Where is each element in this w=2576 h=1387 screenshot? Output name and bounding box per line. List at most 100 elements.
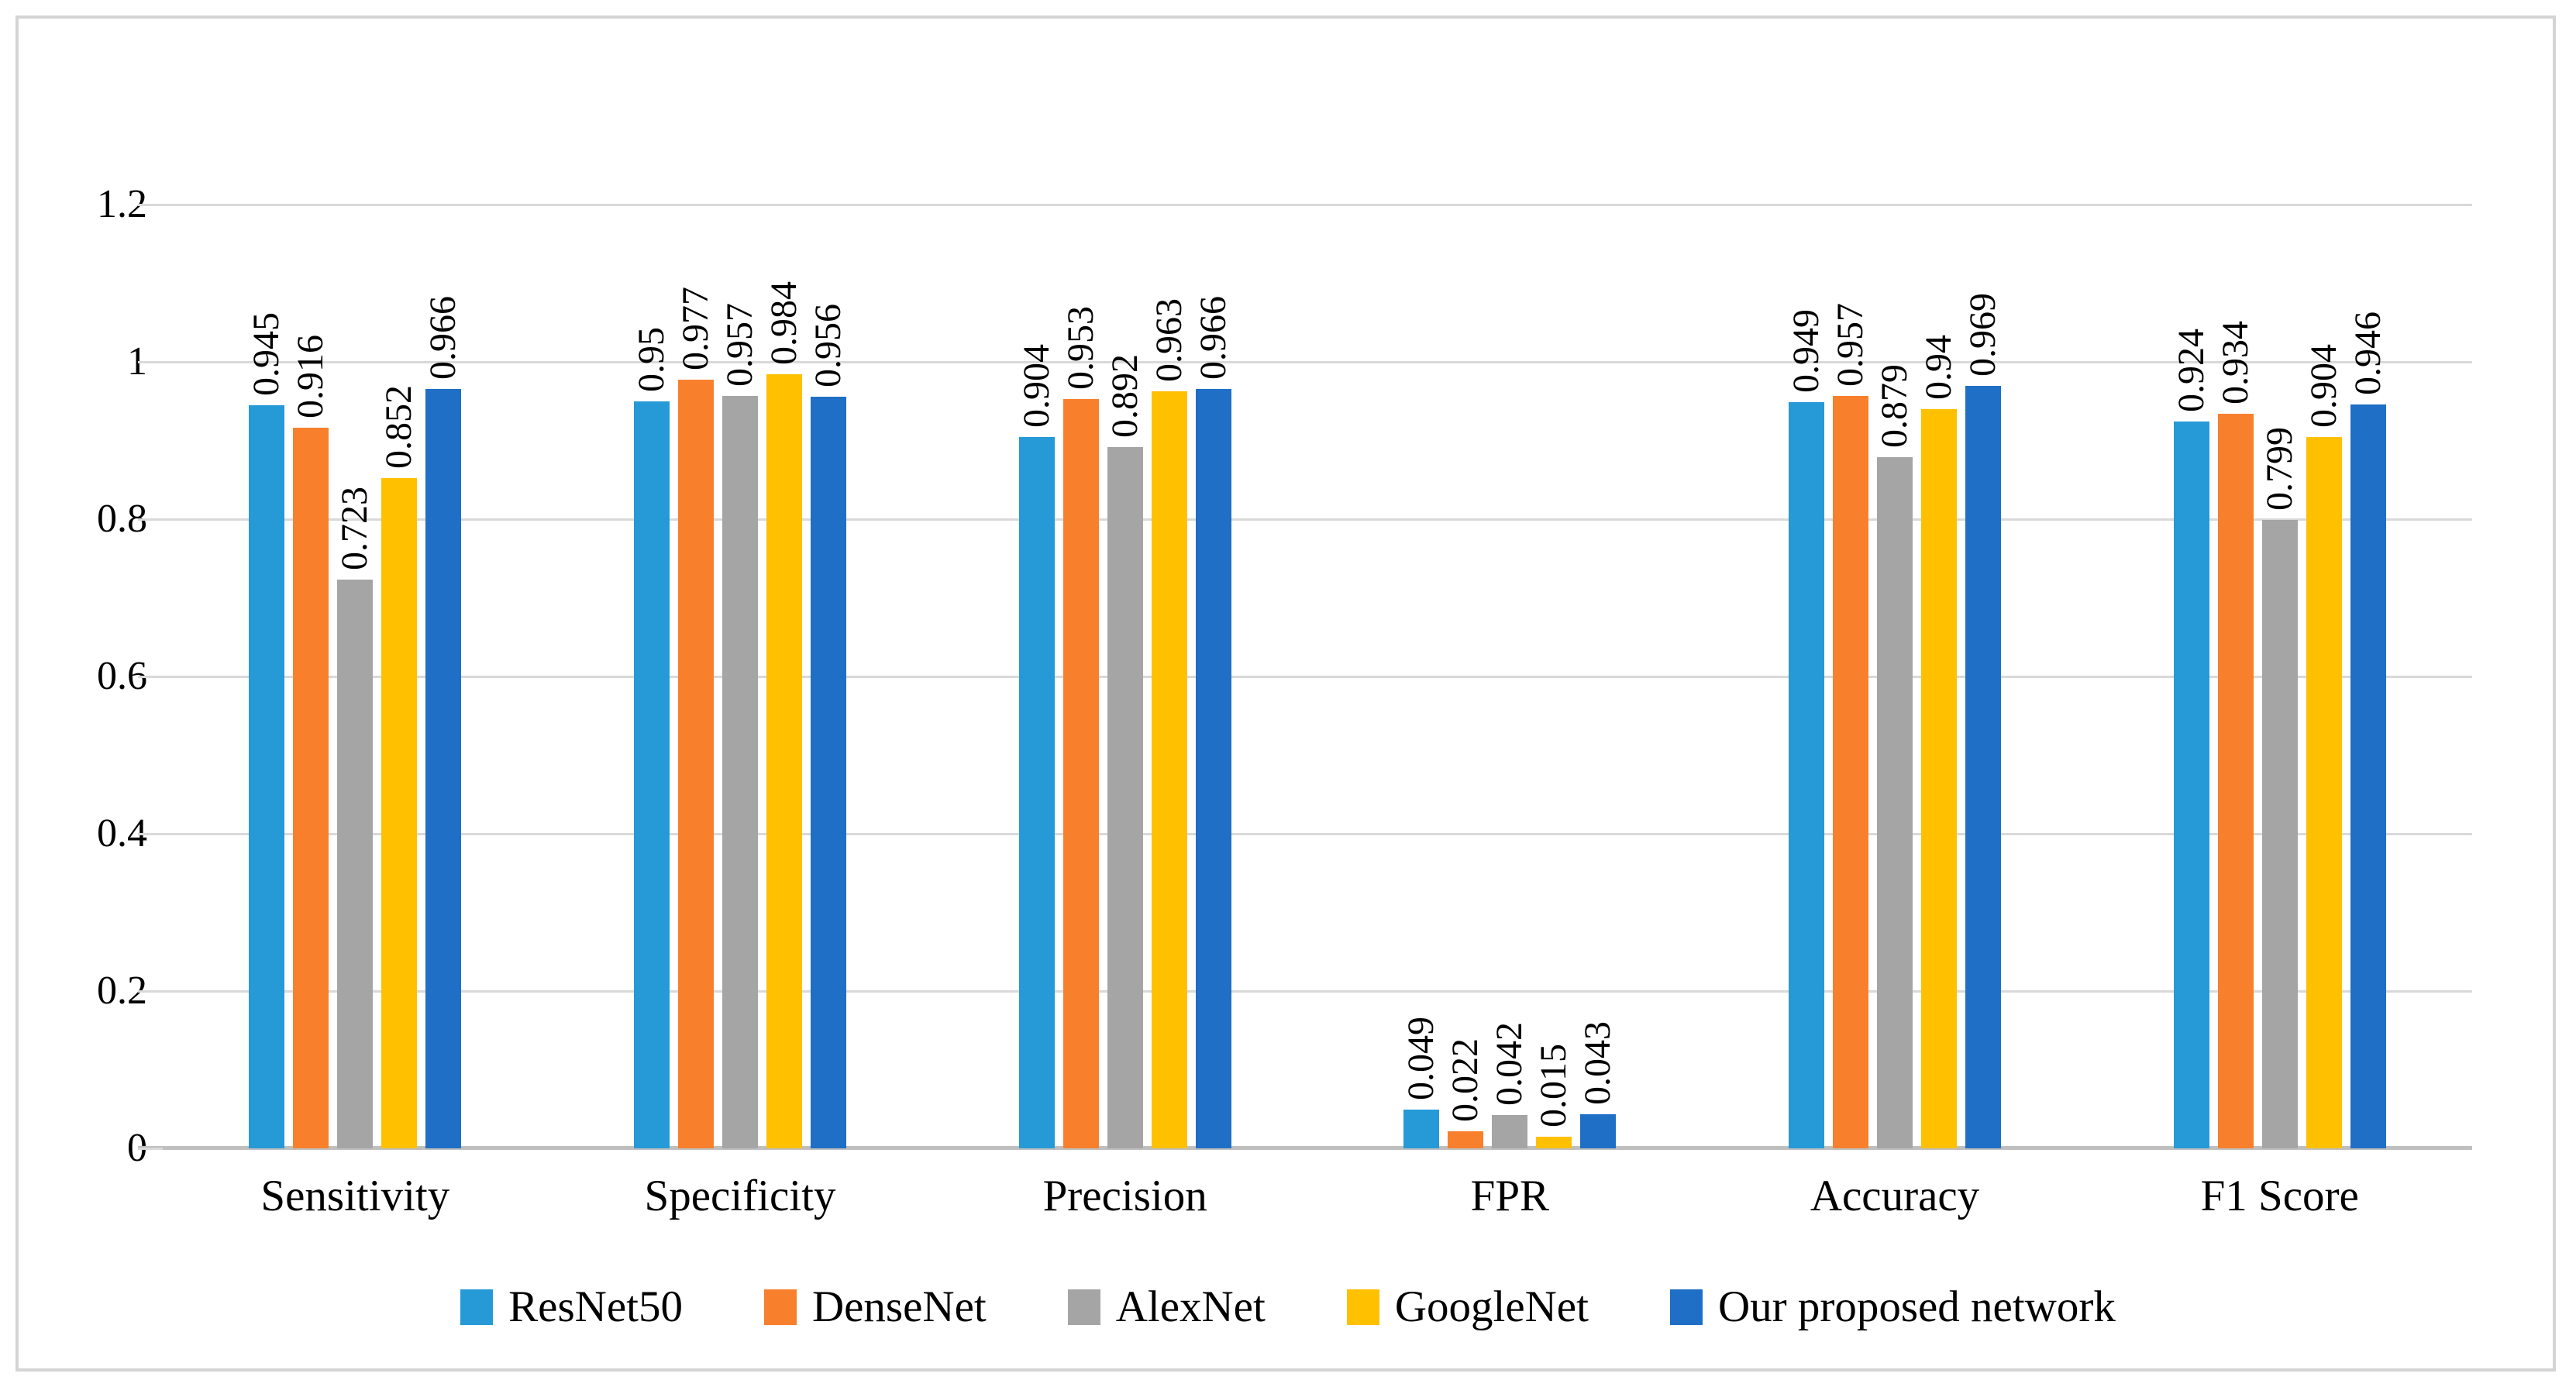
legend-item-googlenet: GoogleNet [1346, 1280, 1589, 1334]
bar-our-proposed-network: 0.946 [2347, 311, 2388, 1148]
category-label-accuracy: Accuracy [1810, 1172, 1980, 1220]
bar-googlenet: 0.94 [1918, 335, 1959, 1148]
legend-label: DenseNet [811, 1282, 987, 1331]
bar-googlenet: 0.963 [1149, 298, 1190, 1148]
bar-value-label: 0.95 [630, 326, 672, 392]
y-axis-tick-label: 0.8 [97, 497, 147, 541]
legend-marker-icon [1067, 1289, 1100, 1325]
bar-value-label: 0.963 [1148, 298, 1190, 382]
bar-resnet50: 0.924 [2171, 329, 2212, 1148]
bar-value-label: 0.94 [1917, 334, 1959, 400]
gridline [163, 833, 2472, 835]
x-axis-labels: Sensitivity Specificity Precision FPR Accura… [163, 1172, 2472, 1221]
y-axis-tick-label: 0.4 [97, 811, 147, 855]
bar-group-sensitivity: 0.945 0.916 0.723 0.852 0.966 [163, 205, 548, 1148]
category-label-specificity: Specificity [644, 1172, 836, 1220]
legend-item-resnet50: ResNet50 [460, 1280, 683, 1334]
y-axis-tick [138, 676, 163, 678]
bar-value-label: 0.852 [378, 385, 420, 470]
bar-group-accuracy: 0.949 0.957 0.879 0.94 0.969 [1703, 205, 2088, 1148]
category-label-f1-score: F1 Score [2200, 1172, 2359, 1220]
legend-marker-icon [763, 1289, 797, 1325]
bar-resnet50: 0.945 [246, 312, 287, 1148]
bar-value-label: 0.904 [2302, 344, 2344, 428]
bar-our-proposed-network: 0.043 [1577, 1021, 1618, 1148]
category-label-fpr: FPR [1470, 1172, 1550, 1220]
category-label-sensitivity: Sensitivity [260, 1172, 450, 1220]
legend-marker-icon [1346, 1289, 1379, 1325]
bar-value-label: 0.945 [246, 311, 288, 396]
bar-googlenet: 0.984 [763, 281, 804, 1148]
legend-label: Our proposed network [1717, 1282, 2116, 1331]
gridline [163, 990, 2472, 993]
legend-item-densenet: DenseNet [763, 1280, 987, 1334]
bar-densenet: 0.957 [1830, 303, 1871, 1148]
bar-densenet: 0.977 [675, 287, 716, 1148]
bar-value-label: 0.977 [674, 287, 716, 371]
bar-value-label: 0.723 [334, 487, 376, 571]
gridline [163, 518, 2472, 521]
y-axis-tick [138, 833, 163, 835]
bar-group-precision: 0.904 0.953 0.892 0.963 0.966 [932, 205, 1317, 1148]
bar-densenet: 0.934 [2215, 321, 2256, 1148]
bar-densenet: 0.916 [290, 335, 331, 1148]
bar-value-label: 0.949 [1785, 308, 1827, 393]
y-axis-tick-label: 1 [127, 339, 147, 384]
bar-value-label: 0.934 [2214, 321, 2256, 404]
bar-resnet50: 0.904 [1016, 344, 1057, 1148]
y-axis-tick [138, 204, 163, 206]
y-axis-tick-label: 0.2 [97, 969, 147, 1013]
bar-value-label: 0.015 [1533, 1043, 1575, 1127]
bar-densenet: 0.953 [1060, 306, 1101, 1148]
bar-value-label: 0.022 [1445, 1038, 1486, 1122]
bar-value-label: 0.953 [1059, 305, 1101, 390]
bar-value-label: 0.984 [763, 281, 804, 366]
legend-marker-icon [460, 1289, 494, 1325]
y-axis-tick-label: 0.6 [97, 654, 147, 698]
bar-group-specificity: 0.95 0.977 0.957 0.984 0.956 [548, 205, 933, 1148]
bar-value-label: 0.957 [1829, 302, 1871, 387]
bar-alexnet: 0.892 [1104, 354, 1145, 1148]
bar-value-label: 0.956 [807, 303, 849, 387]
bar-alexnet: 0.799 [2259, 427, 2300, 1148]
bar-alexnet: 0.723 [334, 487, 375, 1148]
bar-value-label: 0.043 [1577, 1021, 1619, 1106]
y-axis-tick [138, 518, 163, 521]
bar-group-f1-score: 0.924 0.934 0.799 0.904 0.946 [2087, 205, 2472, 1148]
bar-our-proposed-network: 0.966 [1193, 296, 1234, 1148]
gridline [163, 204, 2472, 206]
bar-value-label: 0.916 [290, 335, 332, 419]
y-axis-tick [138, 990, 163, 993]
legend-item-alexnet: AlexNet [1067, 1280, 1266, 1334]
legend-label: GoogleNet [1394, 1282, 1589, 1331]
bar-resnet50: 0.949 [1786, 309, 1827, 1148]
bar-value-label: 0.892 [1104, 353, 1145, 438]
gridline [163, 361, 2472, 363]
legend: ResNet50 DenseNet AlexNet GoogleNet Our prop… [0, 1280, 2576, 1334]
y-axis-tick-label: 1.2 [97, 182, 147, 226]
bar-alexnet: 0.042 [1489, 1022, 1530, 1148]
legend-label: ResNet50 [508, 1282, 683, 1331]
bar-value-label: 0.966 [1192, 295, 1234, 380]
bar-resnet50: 0.049 [1400, 1017, 1441, 1148]
bar-value-label: 0.946 [2347, 311, 2388, 395]
bar-our-proposed-network: 0.956 [808, 304, 849, 1148]
bar-our-proposed-network: 0.969 [1962, 293, 2003, 1148]
bar-value-label: 0.042 [1489, 1022, 1531, 1107]
bar-our-proposed-network: 0.966 [422, 296, 463, 1148]
bar-value-label: 0.924 [2170, 329, 2212, 413]
y-axis-tick-label: 0 [127, 1126, 147, 1170]
bar-value-label: 0.799 [2258, 427, 2300, 511]
gridline [163, 676, 2472, 678]
bar-googlenet: 0.852 [378, 385, 419, 1148]
bar-value-label: 0.969 [1961, 293, 2003, 377]
bar-alexnet: 0.957 [719, 303, 760, 1148]
bar-value-label: 0.879 [1873, 363, 1915, 448]
legend-marker-icon [1669, 1289, 1703, 1325]
plot-area: 0.945 0.916 0.723 0.852 0.966 0.95 0.977 0.957 0… [138, 204, 2472, 1150]
y-axis-tick [138, 361, 163, 363]
bar-densenet: 0.022 [1445, 1038, 1486, 1148]
y-axis-tick [138, 1148, 163, 1150]
bar-googlenet: 0.904 [2303, 344, 2344, 1148]
bar-alexnet: 0.879 [1874, 364, 1915, 1148]
